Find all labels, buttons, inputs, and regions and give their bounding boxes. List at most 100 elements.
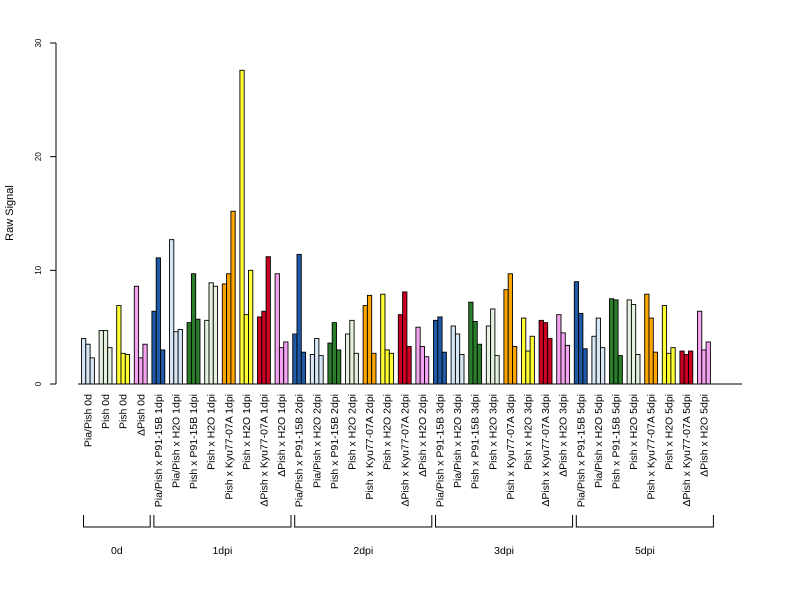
category-label: Pia/Pish 0d (82, 394, 94, 447)
bar (494, 355, 500, 385)
bar (142, 343, 148, 385)
bar (85, 343, 91, 385)
bar (186, 322, 192, 385)
bar (173, 331, 179, 385)
category-label: Pish x Kyu77-07A 2dpi (364, 394, 376, 500)
category-label: ΔPish x H2O 1dpi (276, 394, 288, 477)
bar (230, 210, 236, 385)
group-brackets: 0d 1dpi 2dpi 3dpi 5dpi (83, 515, 714, 557)
bar (635, 354, 641, 385)
bar (697, 310, 703, 385)
category-label: Pish x H2O 1dpi (206, 394, 218, 470)
bar (388, 352, 395, 385)
bar (300, 351, 307, 385)
bar (450, 325, 456, 385)
bar (595, 317, 601, 385)
bar (644, 293, 650, 385)
category-label: ΔPish x Kyu77-07A 1dpi (258, 394, 270, 507)
category-label: Pish x H2O 5dpi (628, 394, 640, 470)
category-label: Pish x H2O 3dpi (487, 394, 499, 470)
bar (116, 305, 122, 385)
category-label: Pish x Kyu77-07A 1dpi (223, 394, 235, 500)
bar (102, 330, 109, 385)
bar (314, 338, 320, 385)
bar (613, 299, 619, 385)
bar (406, 346, 412, 385)
bar (89, 357, 95, 385)
category-label: Pish x P91-15B 2dpi (329, 394, 341, 489)
category-label: Pish x H2O 2dpi (382, 394, 394, 470)
bar (151, 310, 157, 385)
bar (283, 341, 289, 385)
group-bracket (83, 515, 151, 528)
bar (261, 310, 267, 385)
category-label: Pia/Pish x P91-15B 2dpi (294, 394, 306, 507)
bar (600, 347, 606, 385)
bar (433, 319, 439, 385)
group-label: 2dpi (353, 545, 373, 557)
bar (318, 355, 324, 385)
bar (208, 282, 214, 385)
bar (542, 322, 549, 385)
bars (81, 69, 711, 385)
category-label: Pish x H2O 2dpi (346, 394, 358, 470)
category-label: ΔPish x Kyu77-07A 5dpi (681, 394, 693, 507)
bar (512, 346, 518, 385)
bar (468, 301, 474, 385)
category-label: ΔPish 0d (135, 394, 147, 436)
bar (564, 344, 571, 385)
bar (666, 352, 672, 385)
bar (705, 341, 711, 385)
bar (309, 354, 316, 385)
bar (402, 291, 408, 385)
bar (507, 273, 513, 385)
bar (529, 335, 535, 385)
bar (345, 333, 351, 385)
category-label: Pish 0d (118, 394, 130, 429)
category-label: Pia/Pish x P91-15B 5dpi (575, 394, 587, 507)
category-label: ΔPish x Kyu77-07A 2dpi (399, 394, 411, 507)
bar (573, 281, 580, 385)
bar (688, 350, 694, 385)
y-axis-label: Raw Signal (4, 185, 16, 241)
bar (521, 317, 527, 385)
bar (609, 298, 615, 385)
category-label: Pish x Kyu77-07A 3dpi (505, 394, 517, 500)
bar (701, 349, 707, 385)
bar (248, 269, 254, 385)
bar (81, 338, 87, 385)
bar (243, 314, 249, 385)
bar (120, 352, 126, 385)
bar (366, 294, 373, 385)
bar (591, 335, 597, 385)
bar (441, 351, 447, 385)
bar (124, 354, 131, 385)
bar (560, 332, 566, 385)
bar (679, 350, 685, 385)
y-tick-label: 20 (34, 152, 43, 161)
y-tick-label: 30 (34, 38, 43, 47)
bar (424, 356, 430, 385)
category-label: ΔPish x Kyu77-07A 3dpi (540, 394, 552, 507)
bar (169, 239, 175, 385)
bar (362, 305, 368, 385)
bar (98, 330, 104, 385)
category-label: Pia/Pish x H2O 2dpi (311, 394, 323, 488)
bar (485, 325, 492, 385)
category-label: Pish x P91-15B 5dpi (610, 394, 622, 489)
bar (257, 316, 263, 385)
bar (556, 314, 562, 385)
bar (437, 316, 443, 385)
bar (195, 318, 201, 385)
group-bracket (575, 515, 714, 528)
bar (476, 343, 483, 385)
bar (371, 352, 377, 385)
category-label: Pish x H2O 3dpi (522, 394, 534, 470)
category-label: Pish x P91-15B 3dpi (470, 394, 482, 489)
group-label: 5dpi (635, 545, 655, 557)
bar (490, 308, 496, 385)
y-tick-label: 0 (34, 381, 43, 386)
category-label: Pish x H2O 5dpi (663, 394, 675, 470)
group-bracket (435, 515, 574, 528)
